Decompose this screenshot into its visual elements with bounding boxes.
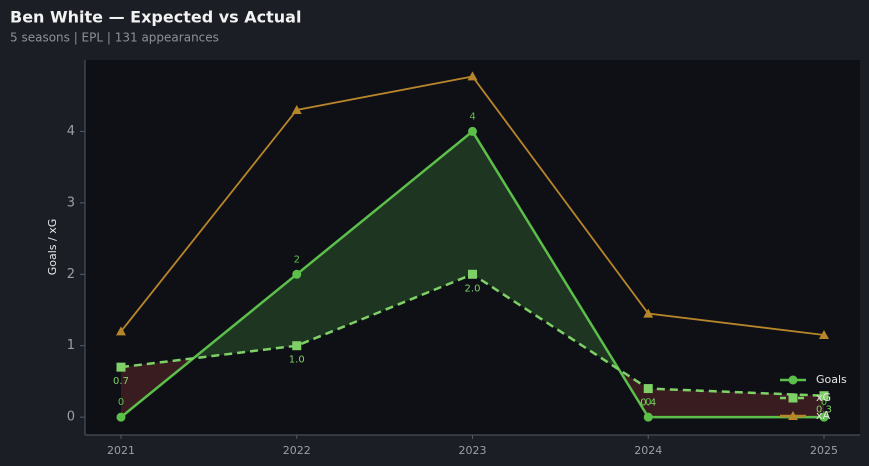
y-tick-label: 0 <box>67 410 75 425</box>
y-axis-label: Goals / xG <box>46 219 59 276</box>
y-tick-label: 2 <box>67 267 75 282</box>
data-point <box>116 326 126 336</box>
data-point <box>643 412 653 422</box>
value-label: 0 <box>821 397 827 408</box>
value-label: 0.7 <box>113 376 129 387</box>
data-point <box>116 412 126 422</box>
value-label: 2 <box>294 254 300 265</box>
value-label: 4 <box>469 111 475 122</box>
x-tick-label: 2025 <box>810 444 838 457</box>
x-tick-label: 2022 <box>283 444 311 457</box>
data-point <box>468 126 477 136</box>
value-label: 0.3 <box>816 405 832 416</box>
data-point <box>819 330 829 339</box>
legend-label: xA <box>816 409 831 422</box>
legend-label: Goals <box>816 373 847 386</box>
data-point <box>819 412 829 422</box>
x-tick-label: 2023 <box>459 444 487 457</box>
value-label: 0.4 <box>640 398 656 409</box>
y-tick-label: 4 <box>67 124 75 139</box>
plot-area <box>85 60 860 435</box>
data-point <box>468 269 477 279</box>
data-point <box>292 269 302 279</box>
legend-marker <box>788 411 798 420</box>
y-tick-label: 3 <box>67 195 75 210</box>
chart-title: Ben White — Expected vs Actual <box>10 8 301 27</box>
x-tick-label: 2021 <box>107 444 135 457</box>
data-point <box>819 391 829 401</box>
value-label: 0 <box>118 397 124 408</box>
legend-label: xG <box>816 391 831 404</box>
value-label: 2.0 <box>465 283 481 294</box>
value-label: 0 <box>645 397 651 408</box>
data-point <box>643 384 653 394</box>
data-point <box>116 362 126 372</box>
data-point <box>291 105 302 114</box>
data-point <box>292 341 302 351</box>
x-tick-label: 2024 <box>634 444 662 457</box>
legend-marker <box>788 393 798 403</box>
y-tick-label: 1 <box>67 338 75 353</box>
data-point <box>643 308 654 318</box>
chart-subtitle: 5 seasons | EPL | 131 appearances <box>10 31 219 45</box>
legend-marker <box>788 375 798 385</box>
data-point <box>467 71 478 81</box>
gap-fill <box>648 388 824 418</box>
value-label: 1.0 <box>289 355 305 366</box>
